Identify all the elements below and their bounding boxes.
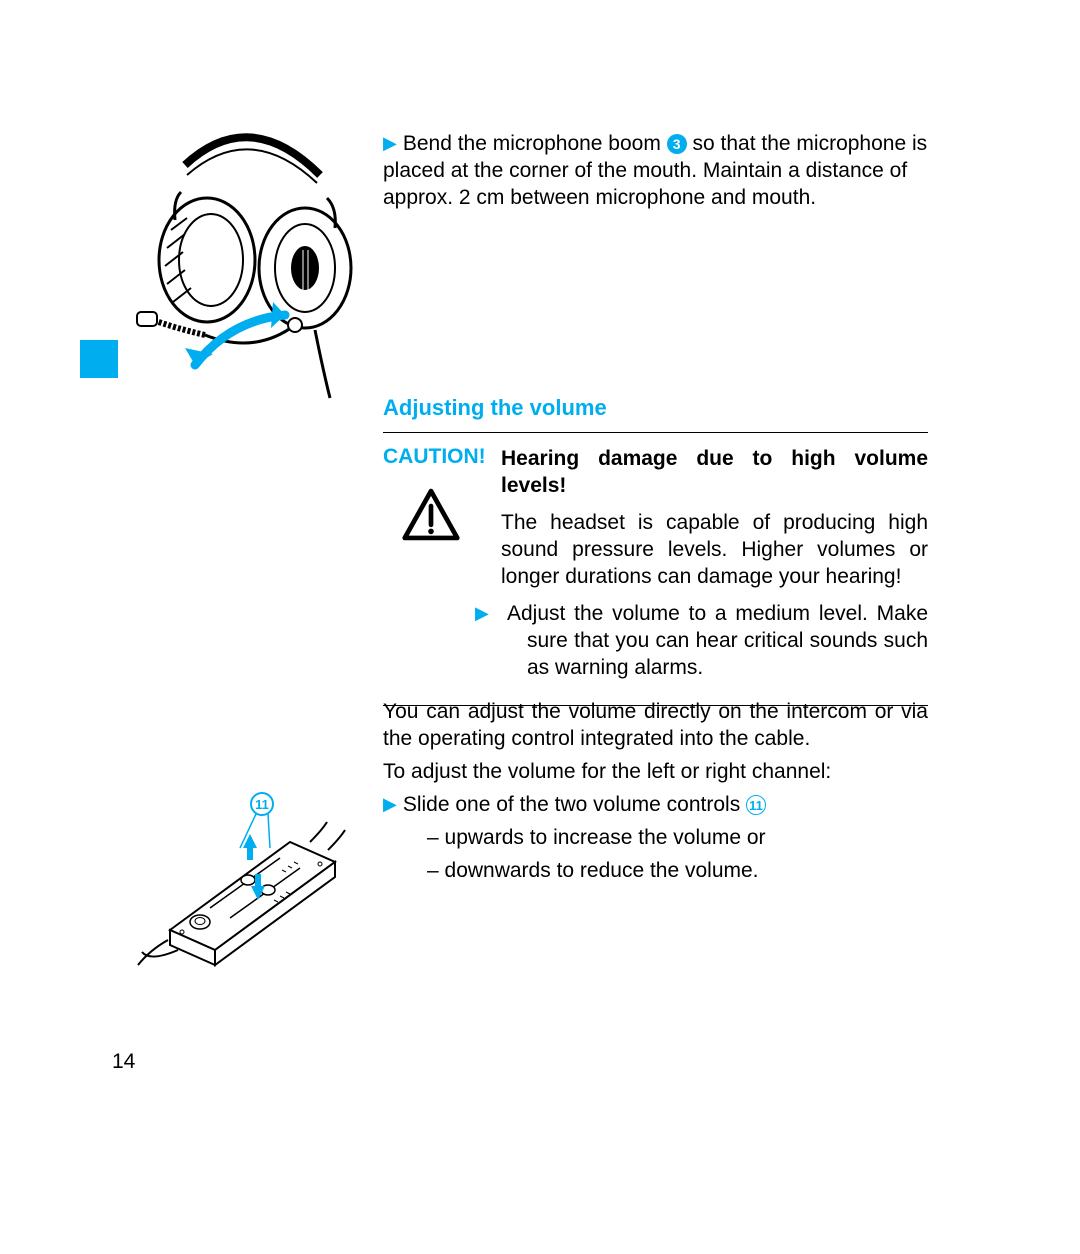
caution-body: The headset is capable of producing high… xyxy=(501,509,928,590)
callout-11-icon: 11 xyxy=(251,793,273,815)
body-p2: To adjust the volume for the left or rig… xyxy=(383,758,928,785)
instruction-mic-boom: ▶Bend the microphone boom 3 so that the … xyxy=(383,130,928,211)
page-number: 14 xyxy=(112,1050,135,1074)
callout-ref-3: 3 xyxy=(667,134,687,154)
caution-block: CAUTION! Hearing damage due to high volu… xyxy=(383,432,928,706)
margin-marker-square xyxy=(80,340,118,378)
warning-triangle-icon xyxy=(401,487,461,542)
svg-text:11: 11 xyxy=(255,797,269,812)
body-p1: You can adjust the volume directly on th… xyxy=(383,698,928,752)
instr-text-before: Bend the microphone boom xyxy=(403,132,667,155)
triangle-bullet-icon: ▶ xyxy=(383,791,397,818)
caution-label: CAUTION! xyxy=(383,445,501,469)
caution-title: Hearing damage due to high volume levels… xyxy=(501,445,928,499)
caution-action: Adjust the volume to a medium level. Mak… xyxy=(507,602,928,679)
body-sub2: – downwards to reduce the volume. xyxy=(383,857,928,884)
section-heading-adjusting-volume: Adjusting the volume xyxy=(383,395,607,421)
body-p3-before: Slide one of the two volume controls xyxy=(403,793,746,816)
callout-ref-11: 11 xyxy=(746,795,766,815)
body-sub1: – upwards to increase the volume or xyxy=(383,824,928,851)
body-after-caution: You can adjust the volume directly on th… xyxy=(383,698,928,890)
triangle-bullet-icon: ▶ xyxy=(383,130,397,157)
headset-illustration xyxy=(135,120,360,400)
remote-illustration: 11 xyxy=(130,790,350,970)
